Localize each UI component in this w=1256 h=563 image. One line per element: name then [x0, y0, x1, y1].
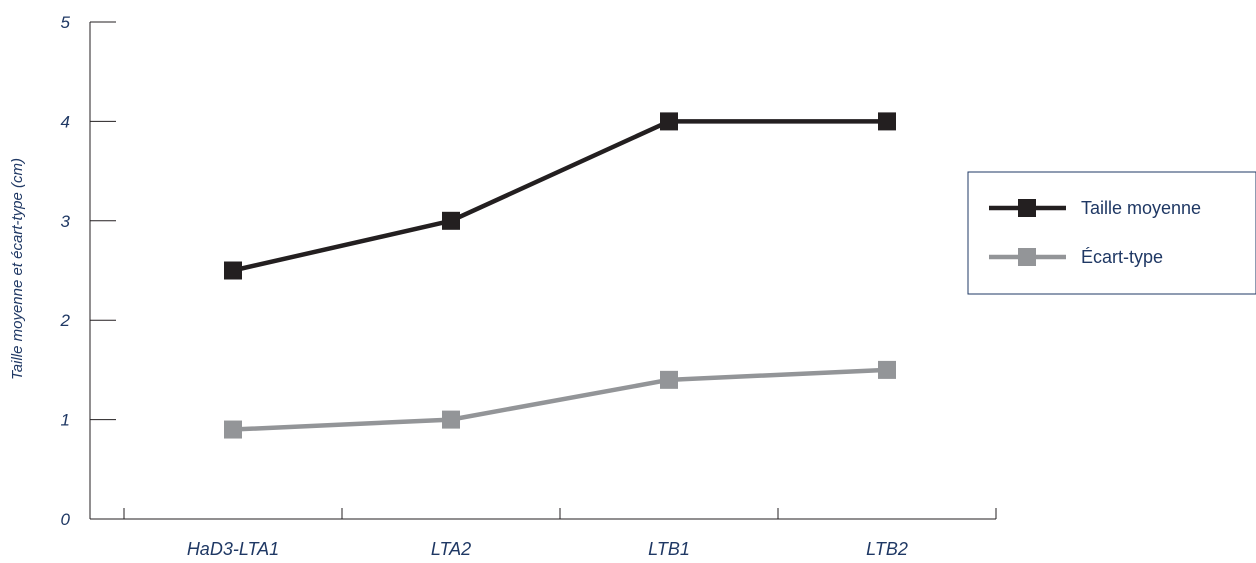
- data-point-marker: [878, 360, 896, 379]
- y-tick-label: 4: [61, 112, 70, 131]
- series-line: [232, 367, 888, 432]
- data-point-marker: [224, 420, 242, 439]
- legend: Taille moyenne Écart-type: [967, 171, 1256, 295]
- x-tick-label: LTB1: [648, 539, 690, 559]
- legend-label: Taille moyenne: [1081, 198, 1201, 218]
- series-group: [224, 112, 896, 439]
- legend-swatch-marker: [1018, 199, 1036, 217]
- data-point-marker: [660, 370, 678, 389]
- y-tick-label: 1: [61, 411, 70, 430]
- x-tick-label: LTA2: [431, 539, 471, 559]
- y-axis-label: Taille moyenne et écart-type (cm): [9, 158, 26, 380]
- y-tick-label: 5: [61, 13, 71, 32]
- x-axis-ticks: HaD3-LTA1 LTA2 LTB1 LTB2: [123, 508, 997, 559]
- data-point-marker: [878, 112, 896, 131]
- data-point-marker: [442, 410, 460, 429]
- x-tick-label: HaD3-LTA1: [187, 539, 279, 559]
- y-tick-label: 3: [61, 212, 71, 231]
- y-tick-label: 2: [60, 311, 71, 330]
- legend-label: Écart-type: [1081, 247, 1163, 267]
- legend-swatch-marker: [1018, 248, 1036, 266]
- x-tick-label: LTB2: [866, 539, 908, 559]
- series-2: [224, 360, 896, 439]
- y-axis-ticks: 0 1 2 3 4 5: [60, 13, 116, 529]
- data-point-marker: [660, 112, 678, 131]
- data-point-marker: [442, 211, 460, 230]
- y-tick-label: 0: [61, 510, 71, 529]
- axes: [89, 22, 996, 520]
- series-line: [232, 119, 887, 273]
- data-point-marker: [224, 261, 242, 280]
- legend-box: [967, 171, 1256, 295]
- series-1: [224, 112, 896, 280]
